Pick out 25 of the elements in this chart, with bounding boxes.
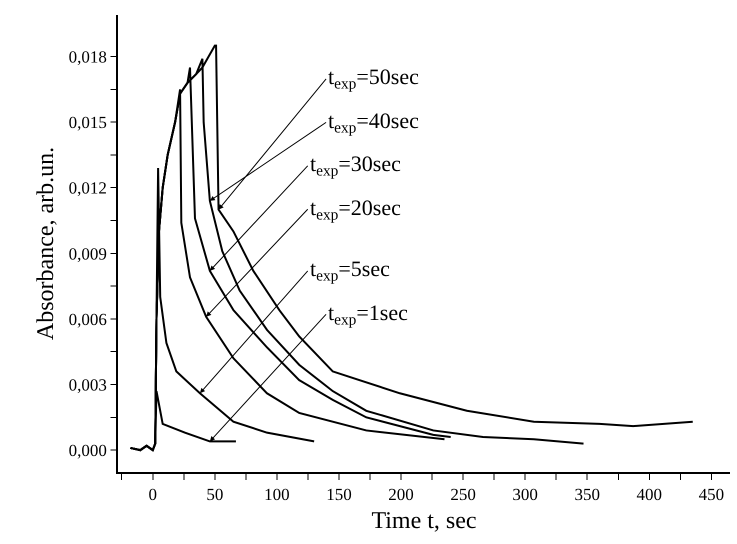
x-tick-label: 0 [148,485,158,504]
y-tick-label: 0,012 [68,178,107,198]
x-axis-title: Time t, sec [371,508,477,534]
y-tick-label: 0,018 [68,48,107,66]
y-tick-label: 0,003 [68,375,107,394]
y-tick-label: 0,009 [68,244,107,264]
y-tick-label: 0,015 [68,113,107,132]
y-tick-label: 0,000 [68,441,107,460]
x-tick-label: 200 [388,485,414,504]
annotation: t$_{exp}$=50sec [328,64,420,93]
annotation: t$_{exp}$=20sec [310,195,402,224]
annotation: t$_{exp}$=1sec [328,300,408,329]
x-tick-label: 300 [512,485,538,504]
x-tick-label: 350 [574,485,600,504]
y-axis-title: Absorbance, arb.un. [33,146,60,340]
x-tick-label: 400 [636,485,662,504]
x-tick-label: 50 [206,485,224,504]
x-tick-label: 250 [450,485,476,504]
y-tick-label: 0,006 [68,310,107,329]
x-tick-label: 450 [698,485,724,504]
x-tick-label: 150 [326,485,352,504]
annotation: t$_{exp}$=30sec [310,151,402,180]
annotation: t$_{exp}$=40sec [328,108,420,137]
x-tick-label: 100 [264,485,290,504]
annotation: t$_{exp}$=5sec [310,256,390,285]
